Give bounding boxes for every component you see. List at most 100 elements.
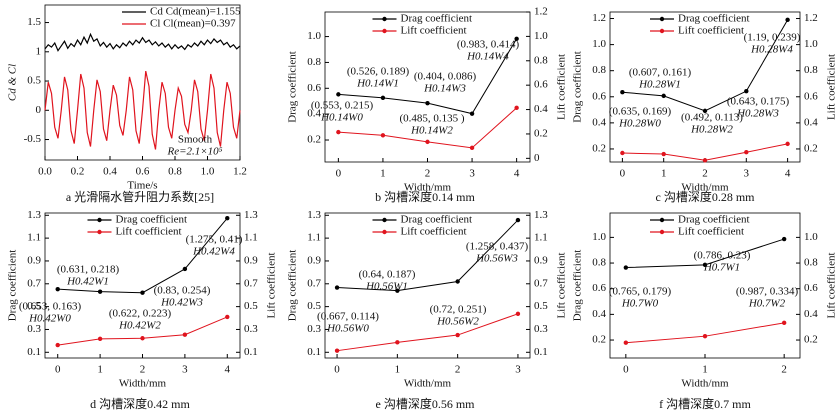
x-tick-label: 3 bbox=[744, 168, 750, 180]
annotation: (0.404, 0.086) bbox=[414, 71, 477, 83]
x-tick-label: 2 bbox=[781, 364, 787, 376]
data-point bbox=[702, 158, 708, 163]
annotation: H0.14W0 bbox=[320, 112, 363, 124]
x-tick-label: 2 bbox=[455, 364, 461, 376]
y-tick-label: 0.6 bbox=[307, 82, 321, 94]
x-tick-label: 3 bbox=[182, 364, 188, 376]
x-tick-label: 2 bbox=[702, 168, 708, 180]
y2-tick-label: 0.8 bbox=[804, 257, 818, 269]
y-tick-label: 0.6 bbox=[592, 282, 606, 294]
x-axis-label: Width/mm bbox=[404, 378, 452, 390]
y-tick-label: 0.4 bbox=[592, 116, 606, 128]
data-point bbox=[469, 111, 475, 116]
y2-tick-label: 1.0 bbox=[534, 30, 548, 42]
caption: c 沟槽深度0.28 mm bbox=[656, 189, 756, 204]
annotation: (1.275, 0.41) bbox=[186, 234, 243, 246]
y-axis-label: Drag coefficient bbox=[572, 250, 584, 322]
y2-tick-label: 0.5 bbox=[534, 300, 548, 312]
y-tick-label: 0.9 bbox=[27, 254, 41, 266]
data-point bbox=[395, 288, 400, 293]
x-axis-label: Width/mm bbox=[681, 182, 729, 194]
y-tick-label: 0.8 bbox=[307, 56, 321, 68]
data-point bbox=[785, 17, 790, 23]
legend-label: Lift coefficient bbox=[678, 226, 744, 238]
data-point bbox=[140, 336, 145, 341]
annotation: (1.19, 0.239) bbox=[744, 32, 801, 44]
annotation: H0.7W1 bbox=[703, 262, 740, 274]
caption: a 光滑隔水管升阻力系数[25] bbox=[66, 189, 214, 204]
x-tick-label: 4 bbox=[225, 364, 231, 376]
legend-marker bbox=[382, 16, 387, 22]
data-point bbox=[182, 332, 188, 337]
annotation: H0.56W3 bbox=[475, 253, 518, 265]
annotation: H0.7W0 bbox=[621, 298, 659, 310]
y2-axis-label: Lift coefficient bbox=[266, 252, 278, 318]
y-tick-label: 1.2 bbox=[592, 12, 606, 24]
data-point bbox=[623, 340, 629, 345]
data-point bbox=[334, 348, 340, 353]
y-tick-label: 0.5 bbox=[307, 300, 321, 312]
legend-marker bbox=[97, 217, 102, 223]
y2-tick-label: 1.0 bbox=[804, 38, 818, 50]
legend-marker bbox=[659, 217, 665, 223]
data-point bbox=[455, 279, 460, 284]
y2-tick-label: 1.1 bbox=[534, 232, 548, 244]
data-point bbox=[744, 88, 749, 94]
series-line bbox=[625, 322, 785, 344]
x-axis-label: Time/s bbox=[127, 180, 157, 192]
legend-marker bbox=[97, 229, 102, 235]
x-axis-label: Width/mm bbox=[119, 378, 167, 390]
y2-tick-label: 0.9 bbox=[244, 254, 258, 266]
y-tick-label: 1.1 bbox=[27, 232, 41, 244]
annotation: H0.42W0 bbox=[28, 313, 71, 325]
annotation: H0.42W1 bbox=[66, 276, 109, 288]
x-tick-label: 3 bbox=[515, 364, 521, 376]
y-tick-label: 1.0 bbox=[592, 231, 606, 243]
y2-tick-label: 0.2 bbox=[804, 142, 818, 154]
y-tick-label: 1.0 bbox=[592, 38, 606, 50]
annotation: H0.42W4 bbox=[192, 246, 235, 258]
data-point bbox=[620, 90, 625, 95]
legend-marker bbox=[659, 16, 665, 22]
y2-tick-label: 1.3 bbox=[244, 209, 258, 221]
data-point bbox=[514, 36, 519, 41]
y2-tick-label: 0.6 bbox=[804, 282, 818, 294]
legend-label: Lift coefficient bbox=[401, 226, 467, 238]
y2-axis-label: Lift coefficient bbox=[826, 252, 838, 318]
series-line bbox=[336, 313, 519, 352]
y2-tick-label: 0.8 bbox=[534, 54, 548, 66]
y-axis-label: Drag coefficient bbox=[287, 51, 299, 123]
x-tick-label: 2 bbox=[140, 364, 146, 376]
y2-tick-label: 1.2 bbox=[804, 12, 818, 24]
x-tick-label: 1 bbox=[661, 168, 667, 180]
data-point bbox=[661, 151, 666, 157]
annotation: (0.607, 0.161) bbox=[629, 67, 692, 79]
series-line bbox=[622, 143, 788, 161]
data-point bbox=[781, 320, 787, 326]
data-point bbox=[781, 236, 787, 242]
annotation: H0.28W4 bbox=[750, 44, 793, 56]
legend-marker bbox=[382, 28, 387, 34]
data-point bbox=[425, 139, 430, 145]
legend-label: Drag coefficient bbox=[401, 214, 473, 226]
y2-axis-label: Lift coefficient bbox=[556, 252, 568, 318]
annotation: (0.643, 0.175) bbox=[727, 96, 790, 108]
y-tick-label: 0.2 bbox=[307, 134, 321, 146]
data-point bbox=[785, 141, 790, 147]
legend-label: Lift coefficient bbox=[401, 25, 467, 37]
y-axis-label: Drag coefficient bbox=[572, 51, 584, 123]
data-point bbox=[620, 150, 625, 156]
y2-tick-label: 0.4 bbox=[804, 308, 818, 320]
y-tick-label: 0 bbox=[36, 104, 42, 116]
legend-label: Lift coefficient bbox=[116, 226, 182, 238]
data-point bbox=[380, 133, 386, 138]
x-tick-label: 4 bbox=[514, 168, 520, 180]
y-tick-label: 0.1 bbox=[27, 346, 41, 358]
series-line bbox=[44, 32, 241, 52]
annotation: H0.14W1 bbox=[356, 78, 399, 90]
data-point bbox=[55, 342, 60, 348]
annotation: (0.553, 0.215) bbox=[311, 100, 374, 112]
annotation: (0.485, 0.135 ) bbox=[399, 113, 464, 125]
y-tick-label: -0.5 bbox=[24, 133, 42, 145]
legend-label: Drag coefficient bbox=[401, 13, 473, 25]
